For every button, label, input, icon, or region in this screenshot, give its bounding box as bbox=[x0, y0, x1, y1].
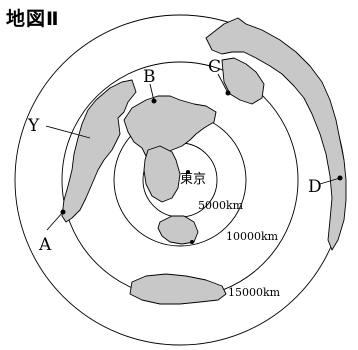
landmass-right-arc bbox=[205, 17, 347, 251]
landmasses bbox=[61, 17, 347, 305]
label-c: C bbox=[208, 57, 221, 77]
landmass-antarctica bbox=[129, 273, 227, 305]
landmass-australia bbox=[157, 215, 199, 245]
landmass-north bbox=[221, 57, 265, 105]
tokyo-label: 東京 bbox=[180, 171, 206, 187]
tokyo-dot bbox=[186, 170, 190, 174]
leader-d bbox=[319, 177, 341, 185]
landmass-eurasia bbox=[123, 95, 217, 161]
label-b: B bbox=[143, 67, 156, 87]
leader-a bbox=[46, 211, 64, 231]
leader-b bbox=[149, 83, 155, 102]
map-title: 地図Ⅱ bbox=[6, 8, 60, 30]
landmass-central bbox=[143, 145, 181, 203]
distance-label-15000: 15000km bbox=[228, 286, 281, 299]
australia-dot bbox=[190, 240, 194, 244]
label-a: A bbox=[38, 235, 52, 255]
label-y: Y bbox=[27, 116, 40, 136]
leader-y bbox=[45, 125, 91, 139]
distance-label-10000: 10000km bbox=[226, 230, 279, 243]
landmass-left bbox=[61, 79, 137, 223]
distance-label-5000: 5000km bbox=[198, 199, 244, 212]
leader-c bbox=[217, 73, 229, 94]
label-d: D bbox=[308, 177, 322, 197]
